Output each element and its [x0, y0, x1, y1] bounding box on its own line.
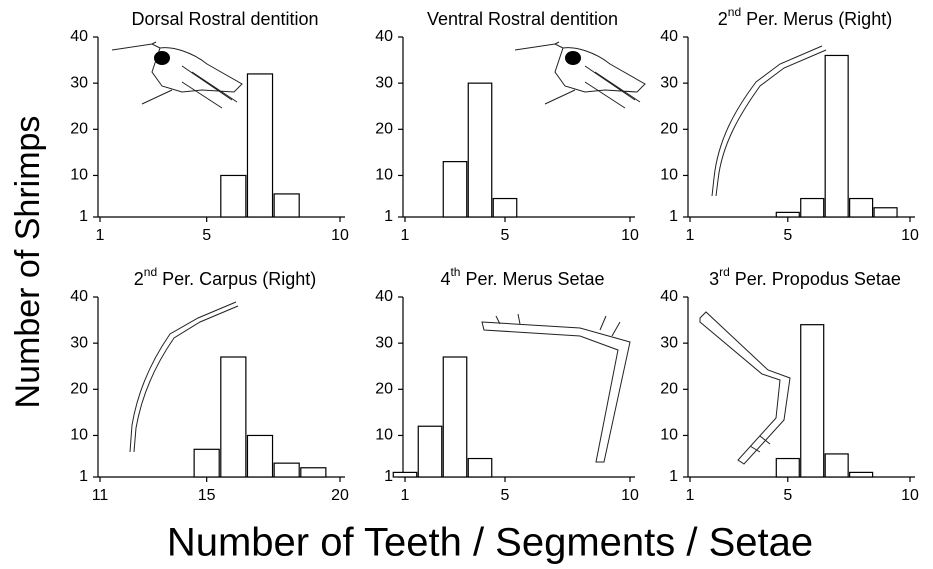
y-tick-label: 10 — [660, 427, 678, 444]
x-tick-label: 10 — [621, 227, 639, 244]
y-tick-label: 40 — [660, 288, 678, 305]
bar — [825, 55, 848, 217]
bar — [247, 74, 272, 217]
x-tick-label: 1 — [686, 227, 695, 244]
x-tick-label: 5 — [783, 227, 792, 244]
bar — [418, 426, 442, 477]
bar — [801, 325, 824, 477]
x-tick-label: 5 — [501, 227, 510, 244]
y-tick-label: 40 — [375, 288, 393, 305]
x-tick-label: 1 — [96, 227, 105, 244]
x-tick-label: 15 — [198, 487, 216, 504]
bar — [825, 454, 848, 477]
shrimp-head-sketch — [515, 42, 645, 108]
y-tick-label: 40 — [70, 288, 88, 305]
bar — [301, 468, 326, 477]
y-tick-label: 1 — [384, 208, 393, 225]
bar — [468, 459, 492, 477]
y-tick-label: 30 — [70, 334, 88, 351]
bar — [274, 194, 299, 217]
leg-sketch — [700, 312, 790, 464]
y-tick-label: 10 — [70, 167, 88, 184]
bar — [468, 83, 492, 217]
y-tick-label: 10 — [375, 167, 393, 184]
x-tick-label: 10 — [901, 227, 919, 244]
y-tick-label: 1 — [384, 468, 393, 485]
bar — [874, 208, 897, 217]
y-tick-label: 10 — [70, 427, 88, 444]
y-tick-label: 30 — [660, 74, 678, 91]
bar — [221, 175, 246, 217]
y-tick-label: 20 — [375, 121, 393, 138]
y-tick-label: 1 — [669, 208, 678, 225]
x-tick-label: 10 — [901, 487, 919, 504]
x-tick-label: 5 — [202, 227, 211, 244]
bar — [850, 472, 873, 477]
x-tick-label: 1 — [401, 487, 410, 504]
bar — [393, 472, 417, 477]
x-tick-label: 1 — [686, 487, 695, 504]
bar — [194, 449, 219, 477]
figure: Number of Shrimps Number of Teeth / Segme… — [0, 0, 933, 569]
panel-title: Dorsal Rostral dentition — [131, 9, 318, 29]
bar — [850, 199, 873, 217]
bar — [776, 459, 799, 477]
y-tick-label: 40 — [660, 28, 678, 45]
panel-title: Ventral Rostral dentition — [427, 9, 618, 29]
bar — [443, 357, 467, 477]
x-tick-label: 10 — [621, 487, 639, 504]
y-tick-label: 20 — [375, 381, 393, 398]
y-tick-label: 30 — [375, 334, 393, 351]
x-tick-label: 1 — [401, 227, 410, 244]
y-tick-label: 30 — [375, 74, 393, 91]
bar — [776, 212, 799, 217]
y-tick-label: 20 — [70, 381, 88, 398]
panel-title: 4th Per. Merus Setae — [440, 265, 604, 289]
y-tick-label: 1 — [79, 208, 88, 225]
y-tick-label: 40 — [375, 28, 393, 45]
x-axis-title: Number of Teeth / Segments / Setae — [167, 521, 813, 565]
bar — [247, 435, 272, 477]
leg-sketch — [712, 46, 826, 196]
y-tick-label: 10 — [375, 427, 393, 444]
y-tick-label: 1 — [669, 468, 678, 485]
x-tick-label: 11 — [92, 487, 109, 504]
leg-sketch — [482, 314, 630, 462]
y-tick-label: 20 — [70, 121, 88, 138]
y-tick-label: 40 — [70, 28, 88, 45]
shrimp-head-sketch — [112, 42, 242, 108]
bar — [221, 357, 246, 477]
y-axis-title: Number of Shrimps — [9, 116, 47, 409]
panel-title: 3rd Per. Propodus Setae — [709, 265, 901, 289]
panel-title: 2nd Per. Carpus (Right) — [134, 265, 316, 289]
x-tick-label: 5 — [501, 487, 510, 504]
bar — [801, 199, 824, 217]
y-tick-label: 20 — [660, 381, 678, 398]
bar — [493, 199, 517, 217]
panel-title: 2nd Per. Merus (Right) — [718, 5, 892, 29]
y-tick-label: 30 — [70, 74, 88, 91]
x-tick-label: 20 — [331, 487, 349, 504]
x-tick-label: 10 — [331, 227, 349, 244]
x-tick-label: 5 — [783, 487, 792, 504]
bar — [443, 162, 467, 217]
bar — [274, 463, 299, 477]
y-tick-label: 10 — [660, 167, 678, 184]
y-tick-label: 20 — [660, 121, 678, 138]
y-tick-label: 1 — [79, 468, 88, 485]
y-tick-label: 30 — [660, 334, 678, 351]
